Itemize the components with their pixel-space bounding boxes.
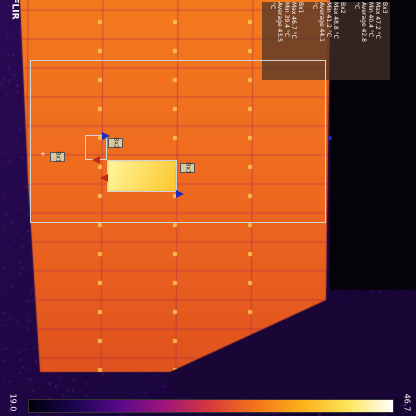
- scale-min-label: 19.0: [4, 398, 22, 407]
- hot-marker-2: [100, 174, 108, 182]
- color-scale-bar: [28, 399, 394, 413]
- cold-marker-3: [328, 136, 332, 140]
- cold-marker-2: [176, 190, 184, 198]
- hot-marker-1: [92, 156, 100, 164]
- spot-cross: +: [40, 150, 46, 158]
- scale-min-text: 19.0: [8, 394, 17, 412]
- cold-marker-1: [102, 132, 110, 140]
- scale-max-text: 46.7: [402, 394, 411, 412]
- scale-max-label: 46.7: [398, 398, 416, 407]
